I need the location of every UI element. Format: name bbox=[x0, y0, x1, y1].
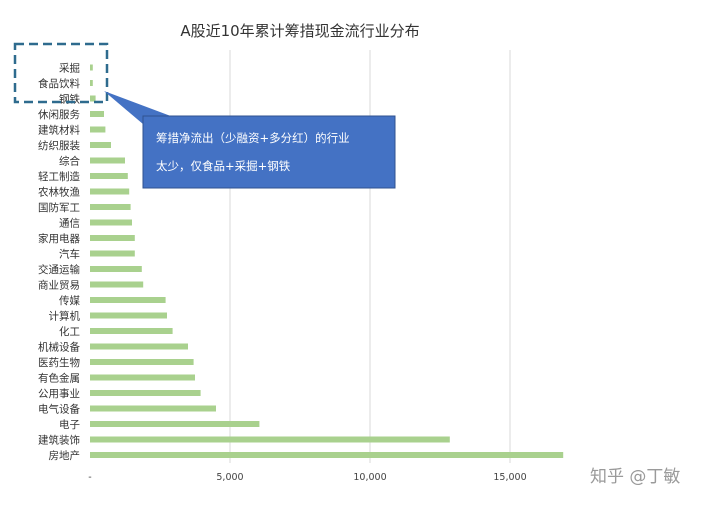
category-label: 休闲服务 bbox=[38, 108, 80, 121]
category-label: 电子 bbox=[59, 418, 80, 431]
bar bbox=[90, 111, 104, 117]
bar bbox=[90, 173, 128, 179]
category-label: 农林牧渔 bbox=[38, 186, 80, 199]
category-label: 轻工制造 bbox=[38, 170, 80, 183]
category-label: 商业贸易 bbox=[38, 279, 80, 292]
bar bbox=[90, 95, 96, 102]
category-label: 钢铁 bbox=[59, 93, 80, 106]
bar bbox=[90, 142, 111, 148]
category-label: 综合 bbox=[59, 155, 80, 168]
bar bbox=[90, 436, 450, 443]
bar bbox=[90, 80, 93, 86]
bars bbox=[90, 64, 564, 458]
category-label: 家用电器 bbox=[38, 232, 80, 245]
bar bbox=[90, 359, 194, 365]
bar bbox=[90, 64, 93, 71]
category-label: 食品饮料 bbox=[38, 77, 80, 90]
category-label: 公用事业 bbox=[38, 387, 80, 400]
bar bbox=[90, 421, 260, 427]
category-label: 交通运输 bbox=[38, 263, 80, 276]
x-tick-label: 15,000 bbox=[493, 472, 526, 483]
bar bbox=[90, 297, 166, 303]
category-label: 建筑材料 bbox=[38, 124, 80, 137]
category-label: 采掘 bbox=[59, 62, 80, 75]
bar bbox=[90, 126, 106, 133]
category-label: 国防军工 bbox=[38, 201, 80, 214]
bar bbox=[90, 328, 173, 334]
bar bbox=[90, 204, 131, 210]
category-label: 房地产 bbox=[49, 449, 81, 462]
category-label: 电气设备 bbox=[38, 403, 80, 416]
category-label: 化工 bbox=[59, 325, 80, 338]
category-label: 纺织服装 bbox=[38, 139, 80, 152]
bar bbox=[90, 374, 195, 381]
bar bbox=[90, 452, 564, 458]
bar bbox=[90, 343, 188, 350]
bar bbox=[90, 266, 142, 272]
category-labels: 房地产 建筑装饰 电子 电气设备 公用事业 有色金属 医药生物 机械设备 化工 计算机 传媒 商业贸易… bbox=[38, 62, 80, 463]
category-label: 机械设备 bbox=[38, 341, 80, 354]
chart-title: A股近10年累计筹措现金流行业分布 bbox=[180, 22, 419, 40]
x-tick-label: 10,000 bbox=[353, 472, 386, 483]
gridlines bbox=[229, 50, 511, 463]
bar bbox=[90, 281, 144, 288]
callout-box bbox=[142, 115, 396, 189]
category-label: 传媒 bbox=[59, 294, 80, 307]
bar bbox=[90, 250, 135, 257]
callout-line-1: 筹措净流出（少融资+多分红）的行业 bbox=[156, 131, 350, 145]
x-axis-ticks: - 5,000 10,000 15,000 bbox=[88, 472, 526, 483]
bar bbox=[90, 235, 135, 241]
highlight-box bbox=[13, 42, 109, 104]
category-label: 汽车 bbox=[59, 248, 80, 261]
bar bbox=[90, 157, 125, 164]
category-label: 计算机 bbox=[49, 310, 81, 323]
category-label: 建筑装饰 bbox=[38, 434, 80, 447]
watermark: 知乎 @丁敏 bbox=[590, 467, 680, 487]
category-label: 医药生物 bbox=[38, 356, 80, 369]
bar bbox=[90, 188, 130, 195]
category-label: 有色金属 bbox=[38, 372, 80, 385]
category-label: 通信 bbox=[59, 218, 80, 230]
x-tick-label: 5,000 bbox=[216, 472, 243, 483]
callout-line-2: 太少，仅食品+采掘+钢铁 bbox=[156, 159, 291, 173]
bar bbox=[90, 219, 132, 226]
x-tick-label: - bbox=[88, 472, 91, 483]
bar bbox=[90, 390, 201, 396]
bar bbox=[90, 405, 216, 412]
bar bbox=[90, 312, 167, 319]
